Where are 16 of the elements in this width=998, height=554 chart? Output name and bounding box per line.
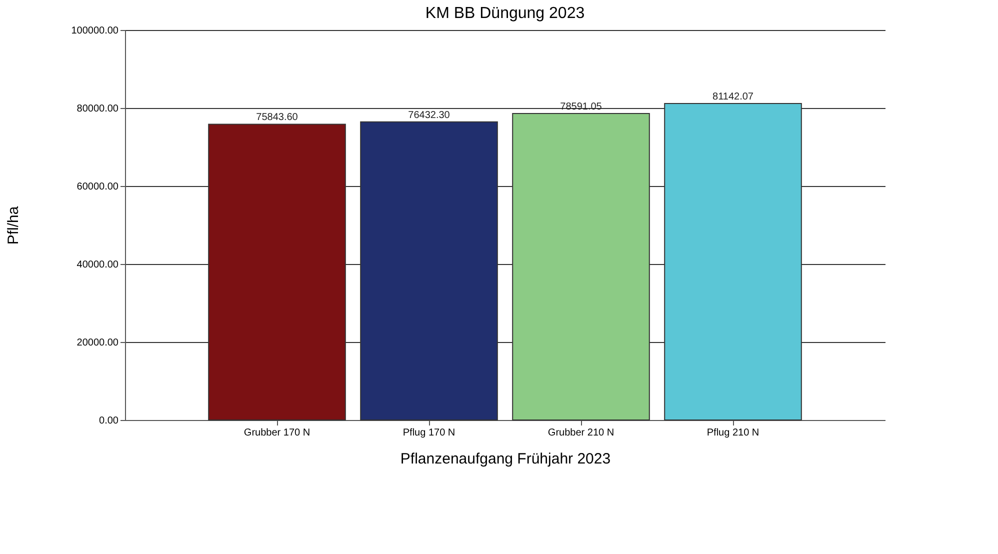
data-label: 76432.30 [408, 110, 450, 121]
data-label: 75843.60 [256, 112, 298, 124]
y-tick-label: 60000.00 [76, 182, 119, 192]
x-tick-label: Grubber 210 N [548, 428, 614, 438]
y-axis-title: Pfl/ha [5, 206, 22, 245]
y-tick-label: 40000.00 [76, 260, 119, 270]
chart-title: KM BB Düngung 2023 [425, 5, 585, 22]
x-axis-title: Pflanzenaufgang Frühjahr 2023 [400, 450, 611, 468]
x-tick-label: Pflug 170 N [402, 428, 456, 438]
x-tick-label: Grubber 170 N [244, 428, 310, 438]
y-tick-label: 100000.00 [71, 26, 119, 36]
data-label: 81142.07 [712, 92, 754, 103]
y-tick-label: 80000.00 [76, 104, 119, 114]
y-tick-label: 0.00 [99, 416, 119, 426]
y-tick-label: 20000.00 [76, 338, 119, 348]
x-tick-label: Pflug 210 N [706, 428, 760, 438]
